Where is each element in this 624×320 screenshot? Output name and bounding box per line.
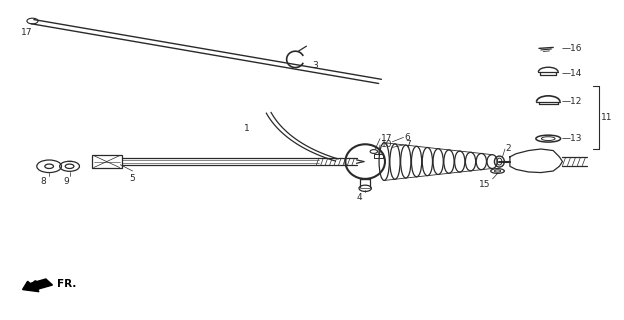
Text: 9: 9 xyxy=(63,177,69,186)
Text: —14: —14 xyxy=(561,69,582,78)
Text: 10: 10 xyxy=(381,140,392,149)
Text: 1: 1 xyxy=(245,124,250,133)
Text: 8: 8 xyxy=(40,177,46,186)
Text: 2: 2 xyxy=(505,145,510,154)
Text: 3: 3 xyxy=(312,61,318,70)
FancyArrow shape xyxy=(22,279,52,292)
Text: —16: —16 xyxy=(561,44,582,53)
Text: FR.: FR. xyxy=(57,279,77,289)
Text: 17: 17 xyxy=(381,134,392,143)
Polygon shape xyxy=(510,149,562,172)
Text: 7: 7 xyxy=(405,140,411,149)
Text: 17: 17 xyxy=(21,28,33,37)
Text: 6: 6 xyxy=(405,133,411,142)
Text: 4: 4 xyxy=(356,193,362,202)
Text: 11: 11 xyxy=(601,113,612,122)
Text: 15: 15 xyxy=(479,180,491,189)
Text: —12: —12 xyxy=(561,97,582,106)
Text: 5: 5 xyxy=(130,174,135,183)
Text: —13: —13 xyxy=(561,134,582,143)
